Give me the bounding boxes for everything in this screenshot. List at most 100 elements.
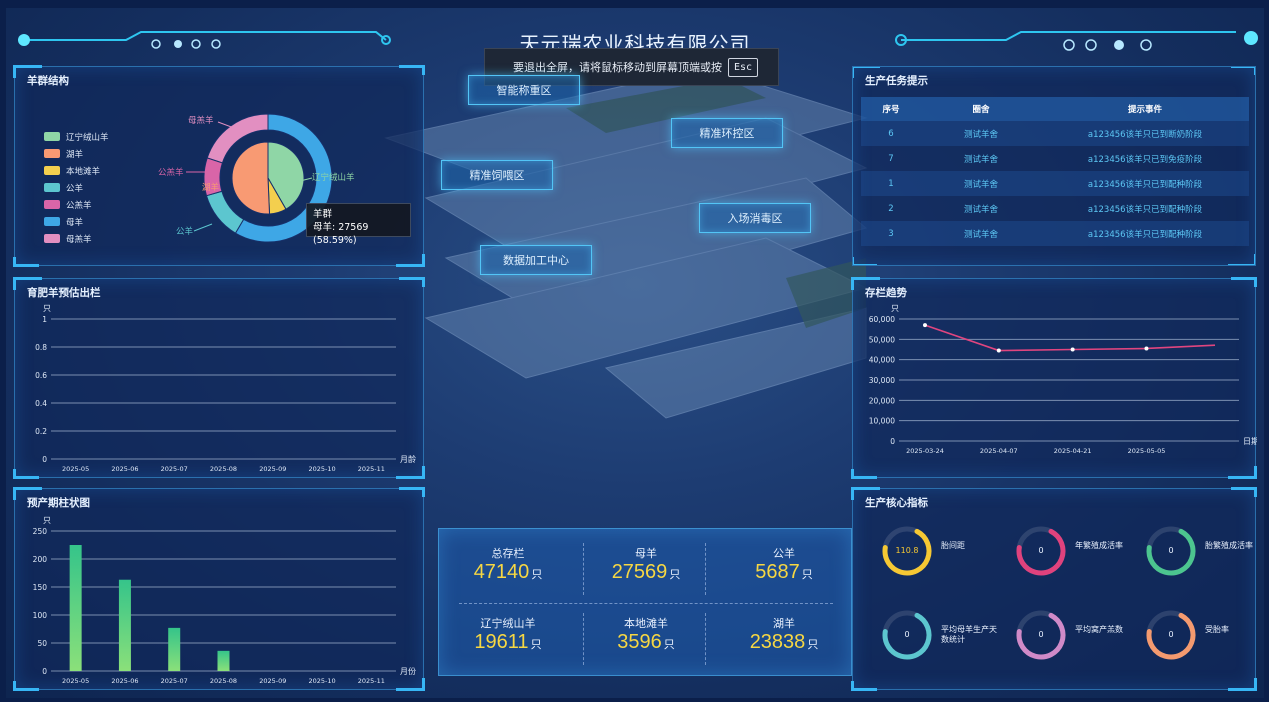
y-axis-unit: 只	[43, 304, 51, 313]
panel-corner	[13, 469, 39, 479]
divider	[459, 603, 833, 604]
x-tick-label: 2025-03-24	[906, 447, 944, 455]
kpi-item[interactable]: 0 平均窝产羔数	[1013, 607, 1133, 667]
y-tick-label: 0.8	[35, 343, 47, 352]
x-tick-label: 2025-11	[358, 465, 385, 473]
kpi-item[interactable]: 0 平均母羊生产天数统计	[879, 607, 999, 667]
kpi-value: 0	[1168, 630, 1174, 639]
y-tick-label: 250	[33, 527, 48, 536]
x-tick-label: 2025-07	[161, 465, 188, 473]
x-tick-label: 2025-10	[308, 465, 335, 473]
stat-hu: 湖羊 23838 只	[715, 615, 853, 654]
table-cell: 2	[888, 203, 894, 214]
kpi-item[interactable]: 110.8 胎间距	[879, 523, 999, 583]
stat-unit: 只	[801, 568, 813, 581]
table-cell: 测试羊舍	[963, 229, 998, 240]
table-row[interactable]: 3 测试羊舍 a123456该羊只已到配种阶段	[861, 221, 1249, 246]
kpi-item[interactable]: 0 受胎率	[1143, 607, 1263, 667]
table-row[interactable]: 2 测试羊舍 a123456该羊只已到配种阶段	[861, 196, 1249, 221]
kpi-gauge	[882, 526, 932, 576]
kpi-label: 胎繁殖成活率	[1205, 541, 1253, 550]
stat-label: 总存栏	[491, 547, 525, 560]
pie-callout-line	[217, 121, 235, 129]
legend-item[interactable]: 公羊	[44, 179, 109, 196]
zone-disinfection-button[interactable]: 入场消毒区	[699, 203, 811, 233]
panel-corner	[1231, 277, 1257, 287]
panel-title: 生产任务提示	[865, 75, 928, 87]
panel-title: 生产核心指标	[865, 497, 928, 509]
task-panel: 生产任务提示 序号 圈舍 提示事件 6 测试羊舍 a123456该羊只已到断奶阶…	[852, 66, 1256, 266]
legend-item[interactable]: 母羊	[44, 213, 109, 230]
table-cell: a123456该羊只已到断奶阶段	[1087, 129, 1203, 140]
panel-corner	[399, 487, 425, 497]
kpi-value: 110.8	[895, 546, 919, 555]
y-tick-label: 1	[42, 315, 47, 324]
y-tick-label: 0	[42, 455, 47, 464]
table-cell: a123456该羊只已到免疫阶段	[1087, 154, 1203, 165]
column-header: 提示事件	[1127, 105, 1162, 115]
x-tick-label: 2025-05-05	[1128, 447, 1166, 455]
pie-slice-label: 湖羊	[202, 182, 220, 193]
legend-item[interactable]: 公羔羊	[44, 196, 109, 213]
legend-swatch	[44, 132, 60, 141]
table-cell: 测试羊舍	[963, 154, 998, 165]
zone-weighing-button[interactable]: 智能称重区	[468, 75, 580, 105]
header-decoration	[18, 31, 1258, 51]
x-tick-label: 2025-10	[308, 677, 335, 685]
panel-corner	[13, 681, 39, 691]
zone-data-center-button[interactable]: 数据加工中心	[480, 245, 592, 275]
inventory-line-chart: 只 0 10,000 20,000 30,000 40,000 50,000 60,000 日期…	[869, 304, 1257, 455]
table-row[interactable]: 6 测试羊舍 a123456该羊只已到断奶阶段	[861, 121, 1249, 146]
x-tick-label: 2025-06	[111, 677, 138, 685]
stat-value: 27569	[611, 561, 668, 583]
gauge-arc	[1016, 612, 1066, 660]
legend-item[interactable]: 湖羊	[44, 145, 109, 162]
panel-corner	[1231, 67, 1255, 75]
legend-swatch	[44, 183, 60, 192]
bar	[217, 650, 230, 671]
stat-unit: 只	[807, 638, 819, 651]
x-tick-label: 2025-11	[358, 677, 385, 685]
y-tick-label: 0	[42, 667, 47, 676]
fattening-line-chart: 只 0 0.2 0.4 0.6 0.8 1 月龄 2025-05 2025-06 2025-07 20…	[35, 304, 416, 473]
table-cell: a123456该羊只已到配种阶段	[1087, 204, 1203, 215]
bar	[69, 545, 82, 671]
kpi-item[interactable]: 0 年繁殖成活率	[1013, 523, 1133, 583]
pie-slice-label: 母羔羊	[188, 115, 214, 126]
y-tick-label: 150	[33, 583, 48, 592]
legend-item[interactable]: 辽宁绒山羊	[44, 128, 109, 145]
gauge-arc	[1146, 528, 1196, 576]
y-tick-label: 30,000	[869, 376, 895, 385]
kpi-panel: 生产核心指标 110.8 胎间距 0 年繁殖成活率 0 胎繁殖成活率 0 平均母…	[851, 487, 1257, 691]
kpi-gauge	[1016, 526, 1066, 576]
x-tick-label: 2025-08	[210, 465, 237, 473]
kpi-label: 胎间距	[941, 541, 965, 550]
x-axis-unit: 日期	[1243, 437, 1257, 446]
table-cell: 7	[888, 153, 894, 164]
legend-label: 湖羊	[66, 149, 84, 160]
pie-slice	[206, 113, 269, 164]
stat-value: 3596	[617, 631, 662, 653]
x-tick-label: 2025-05	[62, 465, 89, 473]
legend-item[interactable]: 本地滩羊	[44, 162, 109, 179]
table-row[interactable]: 7 测试羊舍 a123456该羊只已到免疫阶段	[861, 146, 1249, 171]
x-tick-label: 2025-09	[259, 677, 286, 685]
kpi-value: 0	[1168, 546, 1174, 555]
inventory-stats: 总存栏 47140 只 母羊 27569 只 公羊 5687 只 辽宁绒山羊 1961…	[438, 528, 852, 676]
legend-item[interactable]: 母羔羊	[44, 230, 109, 247]
stat-total: 总存栏 47140 只	[439, 545, 577, 584]
panel-corner	[399, 65, 425, 75]
y-tick-label: 0.6	[35, 371, 47, 380]
kpi-item[interactable]: 0 胎繁殖成活率	[1143, 523, 1263, 583]
stat-liaoning: 辽宁绒山羊 19611 只	[439, 615, 577, 654]
toast-text: 要退出全屏，请将鼠标移动到屏幕顶端或按	[513, 61, 722, 74]
zone-climate-button[interactable]: 精准环控区	[671, 118, 783, 148]
zone-feeding-button[interactable]: 精准饲喂区	[441, 160, 553, 190]
x-tick-label: 2025-04-07	[980, 447, 1018, 455]
column-header: 序号	[882, 105, 900, 115]
legend-label: 公羊	[66, 183, 84, 194]
stat-label: 湖羊	[773, 617, 795, 630]
kpi-gauge	[1016, 610, 1066, 660]
table-row[interactable]: 1 测试羊舍 a123456该羊只已到配种阶段	[861, 171, 1249, 196]
panel-corner	[1231, 487, 1257, 497]
